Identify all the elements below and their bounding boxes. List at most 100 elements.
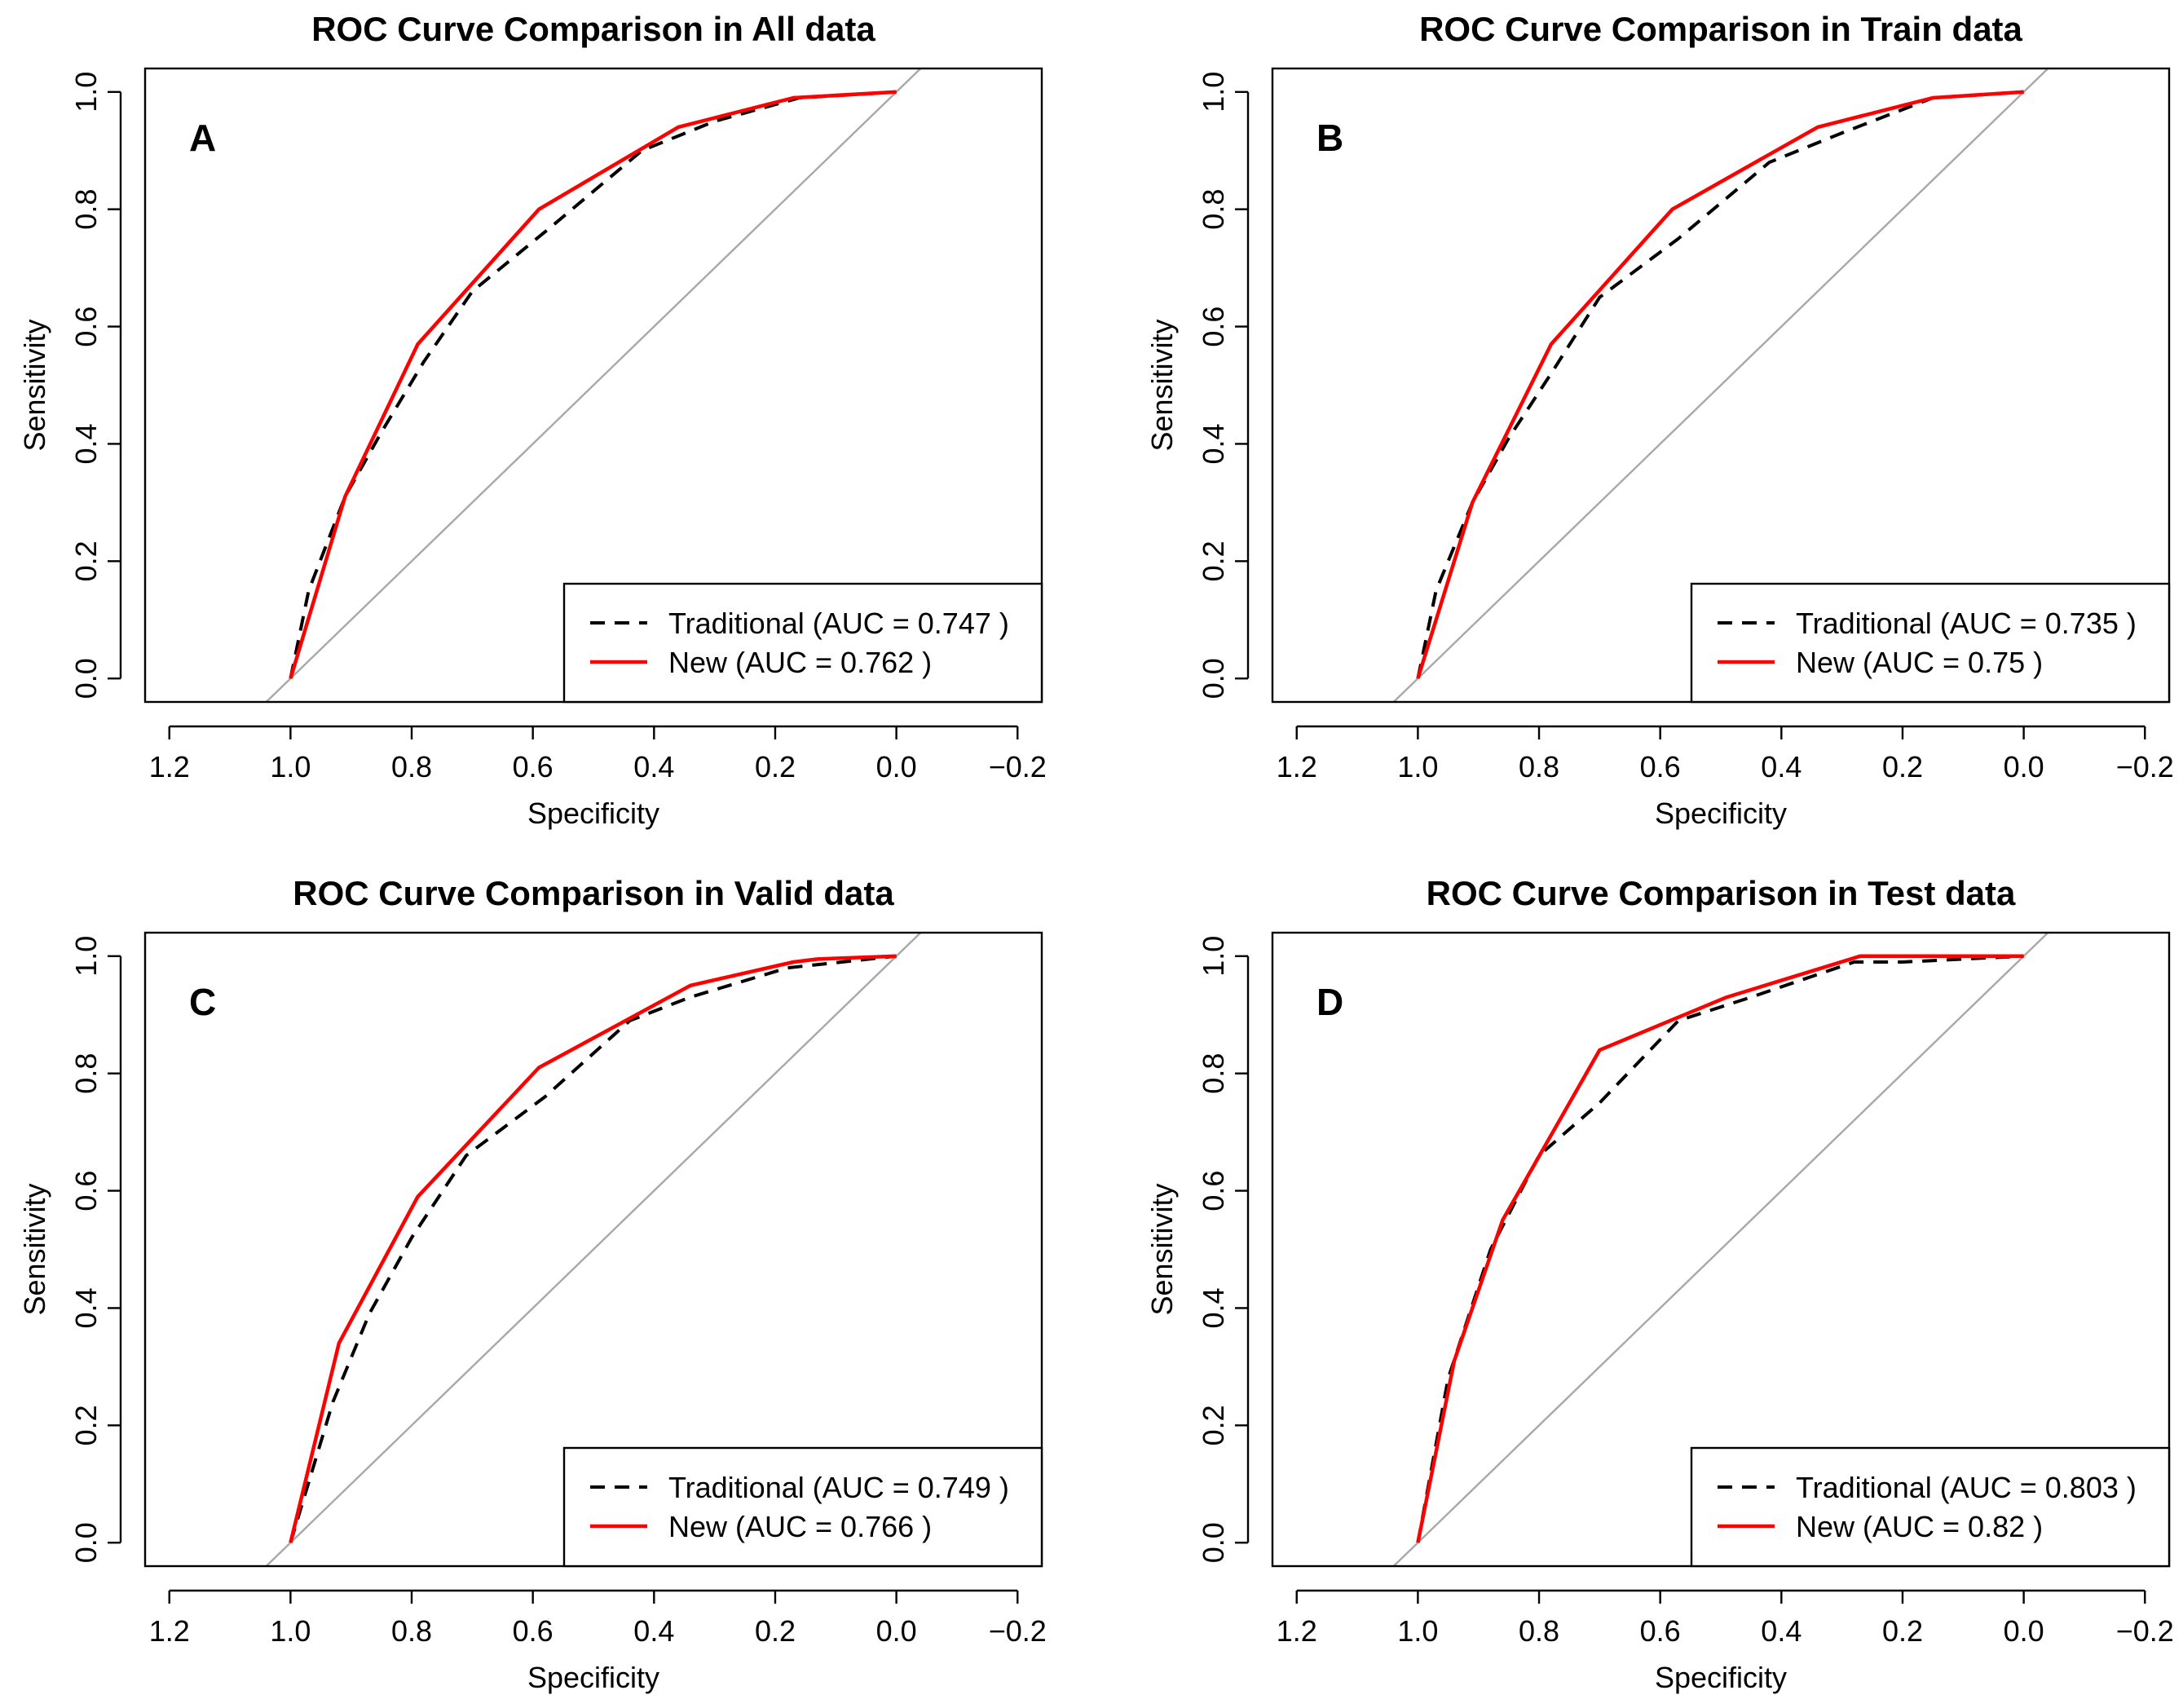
legend-label-new: New (AUC = 0.766 ) <box>668 1510 932 1543</box>
y-tick-label: 0.8 <box>1197 189 1230 230</box>
legend: Traditional (AUC = 0.735 ) New (AUC = 0.7… <box>1690 582 2171 704</box>
y-tick-label: 1.0 <box>1197 936 1230 977</box>
x-tick-label: 0.2 <box>755 750 796 783</box>
x-tick-label: 1.0 <box>1397 750 1438 783</box>
reference-diagonal-line <box>1392 933 2049 1566</box>
legend-label-new: New (AUC = 0.762 ) <box>668 646 932 679</box>
y-tick-label: 0.2 <box>1197 1405 1230 1445</box>
reference-diagonal-line <box>265 933 922 1566</box>
x-tick-label: 1.2 <box>149 1614 190 1648</box>
y-axis-label: Sensitivity <box>1145 319 1179 451</box>
y-tick-label: 0.4 <box>69 423 103 464</box>
x-tick-label: 0.4 <box>1761 750 1802 783</box>
y-tick-label: 1.0 <box>69 72 103 113</box>
y-axis-label: Sensitivity <box>1145 1183 1179 1315</box>
x-tick-label: 1.2 <box>1277 1614 1317 1648</box>
roc-curve-traditional <box>1416 90 2024 679</box>
legend: Traditional (AUC = 0.747 ) New (AUC = 0.7… <box>562 582 1043 704</box>
y-tick-label: 0.8 <box>69 189 103 230</box>
y-tick-label: 0.6 <box>1197 1171 1230 1211</box>
y-axis-label: Sensitivity <box>18 1183 51 1315</box>
x-tick-label: −0.2 <box>989 1614 1047 1648</box>
x-tick-label: 0.2 <box>755 1614 796 1648</box>
x-tick-label: 0.4 <box>633 1614 674 1648</box>
y-tick-label: 1.0 <box>1197 72 1230 113</box>
legend-label-traditional: Traditional (AUC = 0.735 ) <box>1796 607 2137 640</box>
x-tick-label: 0.6 <box>513 750 553 783</box>
x-tick-label: 0.8 <box>1519 1614 1559 1648</box>
x-tick-label: 1.0 <box>270 1614 311 1648</box>
roc-curve-traditional <box>289 954 897 1543</box>
roc-curve-traditional <box>289 90 897 679</box>
y-tick-label: 0.4 <box>69 1287 103 1328</box>
y-axis-label: Sensitivity <box>18 319 51 451</box>
y-tick-label: 0.4 <box>1197 423 1230 464</box>
x-tick-label: 0.0 <box>2004 750 2044 783</box>
x-axis-label: Specificity <box>1655 1661 1787 1694</box>
y-tick-label: 0.0 <box>69 658 103 699</box>
panel-letter: C <box>189 981 216 1023</box>
reference-diagonal-line <box>1392 68 2049 702</box>
x-tick-label: 0.8 <box>391 750 432 783</box>
roc-curve-traditional <box>1416 954 2024 1543</box>
roc-curve-new <box>289 954 897 1543</box>
x-tick-label: 1.2 <box>1277 750 1317 783</box>
legend-label-new: New (AUC = 0.75 ) <box>1796 646 2043 679</box>
y-tick-label: 0.2 <box>69 541 103 581</box>
reference-diagonal-line <box>265 68 922 702</box>
x-tick-label: 0.6 <box>1640 1614 1681 1648</box>
legend-label-traditional: Traditional (AUC = 0.803 ) <box>1796 1471 2137 1504</box>
legend-label-traditional: Traditional (AUC = 0.747 ) <box>668 607 1009 640</box>
y-tick-label: 0.6 <box>69 1171 103 1211</box>
y-tick-label: 0.2 <box>69 1405 103 1445</box>
x-tick-label: 0.4 <box>633 750 674 783</box>
x-tick-label: 0.2 <box>1882 750 1923 783</box>
x-tick-label: 1.0 <box>270 750 311 783</box>
y-tick-label: 0.2 <box>1197 541 1230 581</box>
roc-curve-new <box>1416 954 2024 1543</box>
y-tick-label: 0.8 <box>1197 1053 1230 1094</box>
roc-curve-new <box>289 90 897 679</box>
legend-box <box>1690 582 2171 704</box>
x-tick-label: 0.8 <box>1519 750 1559 783</box>
x-tick-label: 0.0 <box>2004 1614 2044 1648</box>
panel-letter: D <box>1316 981 1343 1023</box>
chart-title: ROC Curve Comparison in Train data <box>1419 10 2022 48</box>
y-tick-label: 0.0 <box>1197 658 1230 699</box>
x-tick-label: 0.6 <box>1640 750 1681 783</box>
roc-panel-c: ROC Curve Comparison in Valid data C 1.2 1.… <box>18 874 1047 1694</box>
legend: Traditional (AUC = 0.803 ) New (AUC = 0.8… <box>1690 1446 2171 1568</box>
y-tick-label: 0.0 <box>1197 1522 1230 1563</box>
legend-box <box>1690 1446 2171 1568</box>
x-tick-label: 0.4 <box>1761 1614 1802 1648</box>
y-tick-label: 1.0 <box>69 936 103 977</box>
y-tick-label: 0.0 <box>69 1522 103 1563</box>
chart-title: ROC Curve Comparison in All data <box>311 10 875 48</box>
legend: Traditional (AUC = 0.749 ) New (AUC = 0.7… <box>562 1446 1043 1568</box>
roc-panel-d: ROC Curve Comparison in Test data D 1.2 1.0… <box>1145 874 2174 1694</box>
x-tick-label: 0.0 <box>876 750 917 783</box>
x-tick-label: 0.0 <box>876 1614 917 1648</box>
x-tick-label: 0.6 <box>513 1614 553 1648</box>
roc-curve-new <box>1416 90 2024 679</box>
x-axis-label: Specificity <box>1655 797 1787 830</box>
y-tick-label: 0.6 <box>69 307 103 347</box>
legend-label-traditional: Traditional (AUC = 0.749 ) <box>668 1471 1009 1504</box>
roc-panel-b: ROC Curve Comparison in Train data B 1.2 1.… <box>1145 10 2174 830</box>
x-tick-label: 1.2 <box>149 750 190 783</box>
x-tick-label: −0.2 <box>989 750 1047 783</box>
roc-panel-a: ROC Curve Comparison in All data A 1.2 1.0 0… <box>18 10 1047 830</box>
panel-letter: B <box>1316 117 1343 159</box>
legend-label-new: New (AUC = 0.82 ) <box>1796 1510 2043 1543</box>
chart-title: ROC Curve Comparison in Test data <box>1427 874 2016 912</box>
panel-letter: A <box>189 117 216 159</box>
y-tick-label: 0.6 <box>1197 307 1230 347</box>
x-tick-label: 1.0 <box>1397 1614 1438 1648</box>
x-tick-label: 0.2 <box>1882 1614 1923 1648</box>
x-tick-label: −0.2 <box>2116 750 2174 783</box>
y-tick-label: 0.4 <box>1197 1287 1230 1328</box>
x-tick-label: 0.8 <box>391 1614 432 1648</box>
chart-title: ROC Curve Comparison in Valid data <box>293 874 894 912</box>
x-axis-label: Specificity <box>527 797 659 830</box>
x-tick-label: −0.2 <box>2116 1614 2174 1648</box>
